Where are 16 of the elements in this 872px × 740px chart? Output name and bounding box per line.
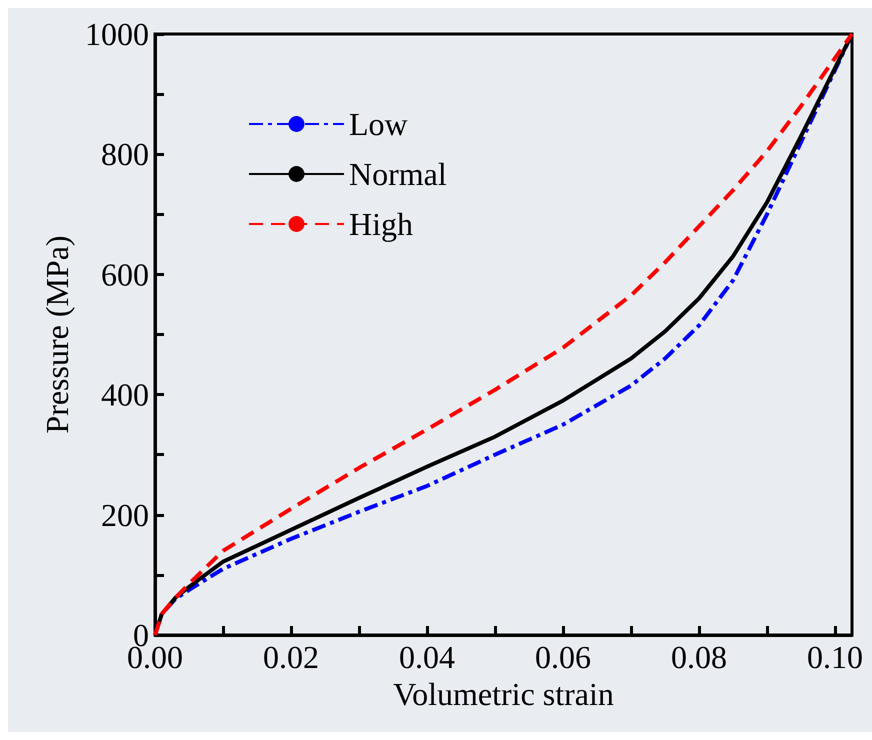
x-axis-title: Volumetric strain — [393, 676, 614, 712]
legend-label: Normal — [349, 156, 447, 192]
legend-label: High — [349, 206, 413, 242]
line-series — [153, 32, 854, 637]
y-tick-label: 600 — [101, 256, 149, 292]
x-tick-label: 0.02 — [263, 639, 319, 675]
x-tick-label: 0.04 — [399, 639, 455, 675]
y-axis-title: Pressure (MPa) — [39, 235, 75, 434]
y-tick-label: 800 — [101, 136, 149, 172]
y-tick-label: 200 — [101, 496, 149, 533]
legend-label: Low — [349, 106, 408, 142]
x-tick-label: 0.10 — [807, 639, 863, 675]
y-tick-label: 1000 — [85, 16, 149, 52]
x-tick-label: 0.08 — [671, 639, 727, 675]
y-tick-label: 400 — [101, 376, 149, 413]
x-tick-label: 0.06 — [535, 639, 591, 675]
